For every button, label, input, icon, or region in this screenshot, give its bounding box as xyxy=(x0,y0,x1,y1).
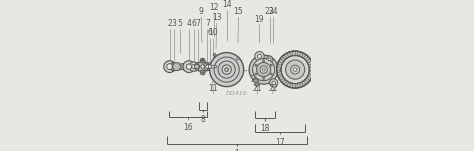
Circle shape xyxy=(201,70,205,75)
Circle shape xyxy=(201,65,204,68)
Text: DD410: DD410 xyxy=(226,91,248,96)
Circle shape xyxy=(272,81,275,85)
Circle shape xyxy=(203,63,211,71)
Circle shape xyxy=(202,60,203,61)
Circle shape xyxy=(257,54,262,58)
Text: 14: 14 xyxy=(222,0,231,9)
Text: 20: 20 xyxy=(250,75,260,84)
Circle shape xyxy=(255,64,257,66)
Text: 6: 6 xyxy=(208,28,212,37)
Circle shape xyxy=(206,64,211,69)
Circle shape xyxy=(170,63,178,71)
Circle shape xyxy=(255,73,257,75)
Text: 1: 1 xyxy=(235,149,239,151)
Circle shape xyxy=(192,64,196,69)
Circle shape xyxy=(172,65,176,69)
Text: 18: 18 xyxy=(260,124,270,133)
Text: 12: 12 xyxy=(210,3,219,12)
Circle shape xyxy=(293,68,297,71)
Circle shape xyxy=(194,64,199,69)
Circle shape xyxy=(189,62,199,71)
Text: 13: 13 xyxy=(212,13,221,22)
Text: 22: 22 xyxy=(268,84,278,93)
Text: 9: 9 xyxy=(199,7,204,16)
Text: 6: 6 xyxy=(191,19,196,28)
Text: 16: 16 xyxy=(183,123,193,132)
Circle shape xyxy=(270,73,273,75)
Text: 21: 21 xyxy=(252,84,262,93)
Text: 4: 4 xyxy=(186,19,191,28)
Text: 17: 17 xyxy=(275,138,285,147)
Circle shape xyxy=(209,63,216,70)
Circle shape xyxy=(237,57,240,60)
Circle shape xyxy=(213,53,216,56)
Text: 11: 11 xyxy=(209,84,218,93)
Circle shape xyxy=(277,51,314,88)
Text: 19: 19 xyxy=(255,15,264,24)
Circle shape xyxy=(201,58,203,61)
Circle shape xyxy=(255,51,264,61)
Circle shape xyxy=(194,63,202,71)
Circle shape xyxy=(201,58,205,63)
Text: 15: 15 xyxy=(234,7,243,16)
Circle shape xyxy=(225,68,228,71)
Text: 2: 2 xyxy=(167,19,172,28)
Text: 8: 8 xyxy=(201,116,206,124)
Circle shape xyxy=(172,65,176,69)
Text: 10: 10 xyxy=(208,28,218,37)
Circle shape xyxy=(291,65,300,74)
Circle shape xyxy=(285,60,305,79)
Circle shape xyxy=(208,65,212,68)
Circle shape xyxy=(206,63,214,71)
Circle shape xyxy=(266,56,273,63)
FancyBboxPatch shape xyxy=(198,62,207,71)
Circle shape xyxy=(167,64,173,70)
Circle shape xyxy=(206,65,209,68)
Circle shape xyxy=(260,66,267,73)
Circle shape xyxy=(210,53,244,87)
Text: 7: 7 xyxy=(196,19,201,28)
Circle shape xyxy=(255,82,259,86)
Circle shape xyxy=(249,55,278,84)
Circle shape xyxy=(280,68,283,71)
Circle shape xyxy=(254,79,258,83)
Circle shape xyxy=(196,65,200,68)
Circle shape xyxy=(270,64,273,66)
Circle shape xyxy=(212,64,219,70)
Text: 24: 24 xyxy=(268,7,278,16)
Circle shape xyxy=(253,58,275,81)
Circle shape xyxy=(164,61,175,72)
Circle shape xyxy=(281,56,309,84)
Polygon shape xyxy=(176,63,186,70)
Circle shape xyxy=(183,61,195,72)
Circle shape xyxy=(263,60,264,62)
Circle shape xyxy=(211,65,214,68)
Circle shape xyxy=(270,79,278,87)
Circle shape xyxy=(222,65,231,74)
Circle shape xyxy=(263,77,264,79)
Text: 5: 5 xyxy=(178,19,182,28)
Circle shape xyxy=(202,72,203,73)
Circle shape xyxy=(218,61,235,78)
Circle shape xyxy=(214,57,239,82)
Circle shape xyxy=(225,68,228,71)
Text: 7: 7 xyxy=(205,19,210,28)
Circle shape xyxy=(262,68,265,71)
Circle shape xyxy=(256,83,258,85)
Circle shape xyxy=(278,67,284,72)
Text: 3: 3 xyxy=(172,19,176,28)
Circle shape xyxy=(214,65,217,68)
Text: 23: 23 xyxy=(265,7,274,16)
Circle shape xyxy=(186,64,191,69)
Circle shape xyxy=(268,58,271,61)
Circle shape xyxy=(256,63,271,77)
